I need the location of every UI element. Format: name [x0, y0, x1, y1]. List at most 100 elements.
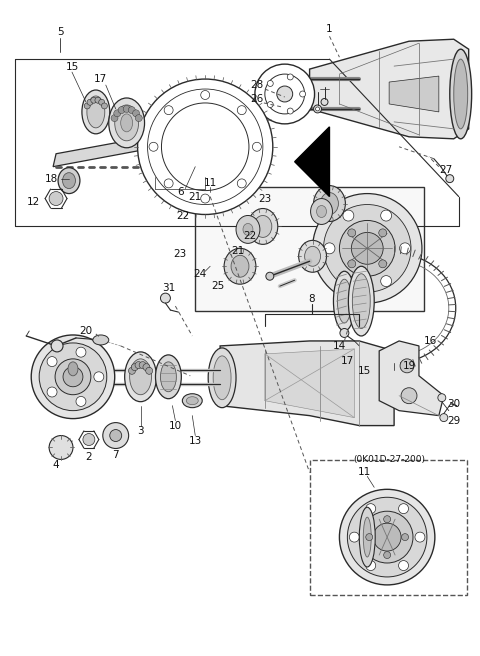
Text: 10: 10 [169, 420, 182, 430]
Circle shape [87, 99, 93, 105]
Circle shape [288, 108, 293, 114]
Circle shape [398, 561, 408, 571]
Circle shape [47, 387, 57, 397]
Text: 6: 6 [177, 186, 184, 197]
Circle shape [138, 79, 273, 215]
Text: 16: 16 [424, 336, 437, 346]
Circle shape [164, 179, 173, 188]
Circle shape [55, 359, 91, 395]
Ellipse shape [156, 355, 181, 399]
Circle shape [315, 107, 320, 111]
Ellipse shape [224, 249, 256, 284]
Circle shape [313, 105, 322, 113]
Circle shape [349, 532, 360, 542]
Text: 27: 27 [439, 165, 453, 174]
Text: 13: 13 [189, 436, 202, 445]
Circle shape [49, 192, 63, 205]
Circle shape [164, 106, 173, 115]
Circle shape [201, 194, 210, 203]
Ellipse shape [334, 271, 355, 331]
Ellipse shape [454, 59, 468, 129]
Polygon shape [53, 132, 175, 167]
Ellipse shape [159, 125, 181, 153]
Ellipse shape [450, 49, 472, 139]
Circle shape [139, 361, 146, 369]
Circle shape [300, 91, 306, 97]
Circle shape [101, 103, 108, 109]
Text: 5: 5 [57, 28, 63, 37]
Circle shape [366, 504, 376, 514]
Circle shape [384, 552, 391, 558]
Circle shape [366, 533, 373, 541]
Ellipse shape [348, 266, 374, 336]
Circle shape [146, 367, 153, 375]
Circle shape [401, 388, 417, 403]
Ellipse shape [208, 348, 236, 407]
Circle shape [402, 533, 408, 541]
Text: 20: 20 [79, 326, 93, 336]
Circle shape [266, 272, 274, 280]
Text: 15: 15 [65, 62, 79, 72]
Circle shape [83, 434, 95, 445]
Bar [310, 461, 467, 595]
Text: 15: 15 [358, 366, 371, 376]
Ellipse shape [87, 96, 105, 128]
Circle shape [84, 103, 90, 109]
Text: 11: 11 [358, 467, 371, 478]
Text: 17: 17 [94, 74, 108, 84]
Ellipse shape [160, 362, 176, 392]
Circle shape [348, 497, 427, 577]
Circle shape [111, 115, 118, 121]
Circle shape [110, 430, 122, 441]
Text: 18: 18 [45, 174, 58, 184]
Text: 26: 26 [250, 94, 264, 104]
Ellipse shape [68, 362, 78, 376]
Text: 29: 29 [447, 416, 460, 426]
Circle shape [321, 98, 328, 106]
Ellipse shape [125, 352, 156, 401]
Circle shape [361, 511, 413, 563]
Circle shape [288, 74, 293, 80]
Text: 19: 19 [402, 361, 416, 371]
Circle shape [366, 561, 376, 571]
Circle shape [51, 340, 63, 352]
Ellipse shape [337, 279, 351, 323]
Circle shape [103, 422, 129, 449]
Circle shape [63, 367, 83, 387]
Circle shape [277, 86, 293, 102]
Circle shape [339, 220, 395, 276]
Text: 21: 21 [231, 246, 245, 256]
Ellipse shape [115, 105, 139, 141]
Circle shape [343, 210, 354, 221]
Ellipse shape [186, 397, 198, 405]
Ellipse shape [363, 517, 371, 557]
Polygon shape [389, 76, 439, 112]
Circle shape [161, 103, 249, 191]
Circle shape [129, 367, 135, 375]
Circle shape [339, 489, 435, 585]
Text: 23: 23 [174, 249, 187, 259]
Circle shape [135, 115, 142, 121]
Circle shape [438, 394, 446, 401]
Ellipse shape [305, 247, 321, 266]
Circle shape [76, 347, 86, 357]
Ellipse shape [243, 224, 253, 236]
Circle shape [400, 359, 414, 373]
Circle shape [160, 293, 170, 303]
Ellipse shape [109, 98, 144, 148]
Ellipse shape [156, 120, 185, 157]
Circle shape [348, 260, 356, 268]
Circle shape [312, 194, 422, 303]
Ellipse shape [316, 205, 326, 218]
Circle shape [128, 106, 135, 113]
Polygon shape [379, 341, 444, 416]
Circle shape [31, 335, 115, 419]
Ellipse shape [182, 394, 202, 407]
Circle shape [373, 523, 401, 551]
Circle shape [340, 329, 349, 337]
Circle shape [384, 516, 391, 523]
Circle shape [252, 142, 262, 152]
Ellipse shape [254, 215, 272, 237]
Text: 4: 4 [53, 461, 60, 470]
Ellipse shape [360, 507, 375, 567]
